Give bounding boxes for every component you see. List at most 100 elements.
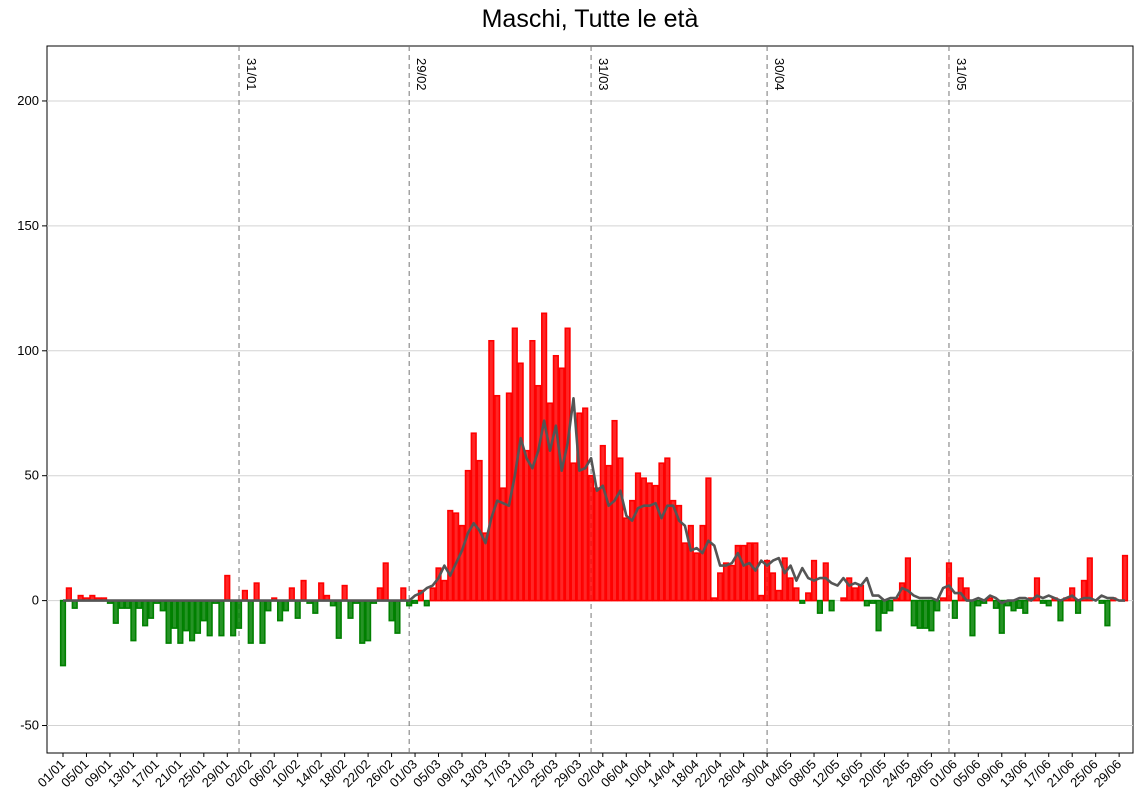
x-tick-label: 29/06 [1091,757,1125,791]
bar [335,599,342,639]
bar [1033,577,1041,602]
trend-line [63,397,1125,605]
y-tick-label: 100 [17,343,39,358]
bar [388,599,395,622]
bar [130,599,137,642]
bar [1121,554,1129,602]
bar [411,599,419,604]
bar [934,599,941,612]
bar [687,524,694,602]
bar [265,599,272,612]
bar [916,599,923,629]
bar [1010,599,1017,612]
bar [365,599,372,642]
bar [1104,599,1111,627]
bar [282,599,290,612]
bar [499,487,507,602]
chart-title: Maschi, Tutte le età [482,5,699,33]
bar [740,544,747,602]
bar [986,597,994,602]
month-label: 29/02 [414,58,429,91]
plot-frame [46,45,1134,754]
bar [1080,579,1088,602]
bar [617,457,624,602]
bar [112,599,119,624]
bar [910,599,917,627]
bar [376,587,383,602]
month-label: 31/03 [596,58,611,91]
bar [147,599,155,619]
bar [482,532,489,602]
bar [722,562,730,602]
bar [846,577,853,602]
bar [675,504,683,602]
bar [341,584,348,602]
bar [922,599,929,629]
bar [693,552,700,602]
bar [1016,599,1023,609]
bar [629,499,636,602]
bar [1074,599,1082,614]
month-label: 31/01 [244,58,259,91]
bar [711,597,718,602]
bar [65,587,72,602]
bar [570,462,577,602]
bar [318,582,325,602]
bar [171,599,178,629]
bar [576,412,583,602]
bar [787,577,794,602]
bar [523,449,530,602]
bar [394,599,401,634]
bar [816,599,823,614]
bar [623,517,630,602]
bar [259,599,266,644]
bar [1057,599,1064,622]
bar [458,524,466,602]
bar [840,597,847,602]
bar [253,582,260,602]
bar [805,592,812,602]
bar [904,557,912,602]
y-tick-label: 0 [32,593,39,608]
bar [851,587,859,602]
bar [488,339,495,602]
bar [1086,557,1093,602]
bar [288,587,295,602]
bar [611,419,618,602]
bar [529,339,536,602]
bar [746,542,753,602]
bar [235,599,243,629]
bar [940,597,947,602]
bar [546,402,554,602]
bar [1039,599,1046,604]
bar [769,572,777,602]
bar [681,542,689,602]
month-label: 31/05 [954,58,969,91]
bar [975,599,982,607]
bar [276,599,284,622]
bar [429,587,436,602]
y-tick-label: 150 [17,218,39,233]
bar [165,599,172,644]
bar [218,599,225,637]
bar [188,599,196,642]
bar [582,407,589,602]
bar [599,444,606,602]
bar [587,474,595,602]
bar [646,482,653,602]
bar [224,574,231,602]
bar [183,599,190,632]
bar [247,599,254,644]
bar [951,599,958,619]
bar [1045,599,1052,607]
bar [159,599,166,612]
bar [605,464,612,602]
bar [200,599,207,622]
bar [717,572,724,602]
bar [928,599,935,632]
bar [793,587,800,602]
bar [300,579,307,602]
bar [992,599,1000,609]
bar [552,354,559,602]
bar [969,599,976,637]
